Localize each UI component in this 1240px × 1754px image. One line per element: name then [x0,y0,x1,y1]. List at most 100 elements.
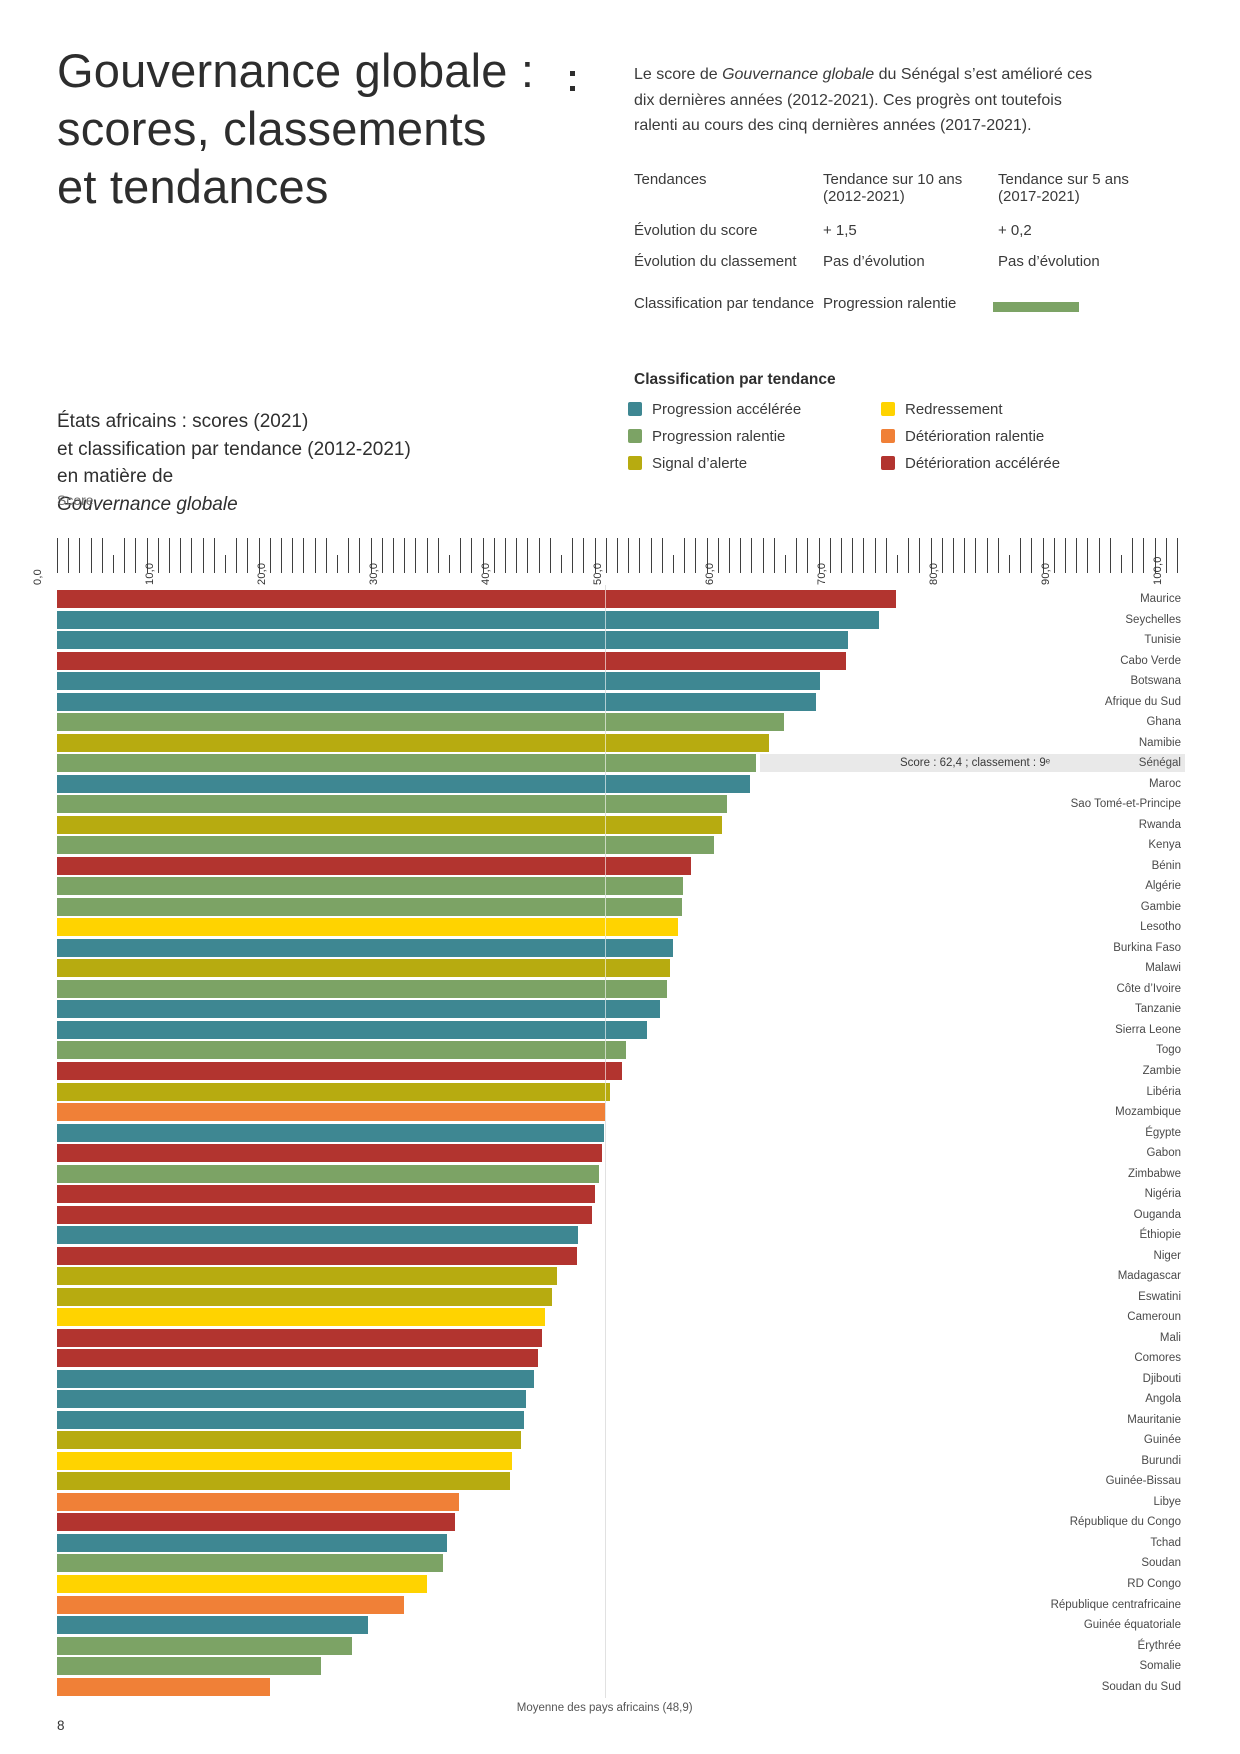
score-bar [57,1287,552,1306]
axis-tick [785,555,786,573]
trend-table-header-10y: Tendance sur 10 ans (2012-2021) [823,171,991,205]
highlight-score-note: Score : 62,4 ; classement : 9ᵉ [899,757,1050,770]
axis-tick [885,538,887,573]
axis-tick [549,538,551,573]
axis-tick [169,538,170,573]
axis-tick [68,538,70,573]
axis-tick [930,538,932,573]
score-bar [57,1226,578,1245]
country-label: Mozambique [1115,1106,1181,1118]
axis-tick [964,538,966,573]
axis-tick [897,555,898,573]
axis-tick [225,555,226,573]
country-label: Gabon [1146,1147,1181,1159]
score-bar [57,877,684,896]
country-label: Algérie [1145,880,1181,893]
score-bar [57,713,784,732]
country-label: Zambie [1142,1065,1181,1077]
country-label: Rwanda [1138,818,1181,831]
country-label: République du Congo [1069,1516,1181,1529]
axis-tick [1031,538,1033,573]
legend-title: Classification par tendance [634,371,836,388]
axis-tick [729,538,730,573]
country-label: Togo [1156,1044,1181,1057]
score-bar [57,692,817,711]
score-bar [57,1062,622,1080]
axis-tick [79,538,81,573]
axis-tick [1154,538,1156,573]
score-bar [57,959,670,978]
axis-tick [572,538,574,573]
axis-tick [393,538,394,573]
country-label: Maroc [1149,777,1181,790]
score-bar [57,1020,648,1039]
axis-tick [1121,555,1122,573]
trend-row-score-5y: + 0,2 [998,222,1032,239]
score-bar [57,1205,593,1224]
axis-tick [236,538,238,573]
country-label: Ouganda [1133,1208,1181,1221]
decorative-square-mark [570,71,575,76]
country-label: Tunisie [1144,634,1181,646]
trend-row-classification-value: Progression ralentie [823,295,957,312]
country-label: Afrique du Sud [1104,695,1181,708]
country-label: République centrafricaine [1050,1598,1181,1611]
country-label: Djibouti [1142,1372,1181,1385]
country-label: Zimbabwe [1127,1167,1181,1180]
country-label: Guinée [1143,1434,1181,1447]
legend-swatch-deterioration_ralentie [881,429,895,443]
page-title-line1: Gouvernance globale : [57,44,535,97]
axis-tick [1143,538,1145,573]
score-bar [57,1616,369,1634]
country-label: Lesotho [1140,921,1181,934]
axis-tick [717,538,719,573]
legend-label-progression_ralentie: Progression ralentie [652,428,786,445]
axis-tick [829,538,831,573]
score-bar [57,1431,521,1450]
legend-label-deterioration_ralentie: Détérioration ralentie [905,428,1045,445]
axis-tick [202,538,204,573]
trend-table-header-5y: Tendance sur 5 ans (2017-2021) [998,171,1178,205]
axis-tick [1177,538,1178,573]
country-label: Guinée-Bissau [1105,1475,1181,1488]
score-bar [57,1267,557,1286]
axis-tick [359,538,361,573]
axis-tick [314,538,316,573]
score-bar [57,1677,270,1696]
country-label: Somalie [1139,1660,1181,1672]
axis-tick [740,538,742,573]
axis-tick [135,538,137,573]
axis-tick [628,538,630,573]
country-label: Mauritanie [1127,1413,1181,1426]
score-bar [57,1144,603,1162]
score-bar [57,938,673,957]
axis-tick [852,538,854,573]
country-label: Burkina Faso [1113,941,1181,954]
score-bar [57,651,846,670]
axis-tick [482,538,484,573]
axis-tick-label: 50,0 [592,562,604,585]
axis-tick [1132,538,1134,573]
country-label: Éthiopie [1139,1229,1181,1242]
score-bar [57,897,682,916]
axis-tick [337,555,338,573]
intro-text: du Sénégal s’est amélioré ces dix derniè… [634,66,1093,134]
highlight-band [759,754,1185,773]
axis-tick [460,538,462,573]
axis-tick [997,538,999,573]
trend-row-score-10y: + 1,5 [823,222,857,239]
country-label: Cameroun [1127,1311,1181,1324]
score-bar [57,1185,595,1204]
country-label: Sao Tomé-et-Principe [1070,798,1181,811]
average-line-overlay [604,585,606,1698]
axis-tick [617,538,618,573]
score-bar [57,774,751,793]
average-line-label: Moyenne des pays africains (48,9) [516,1701,693,1714]
score-bar [57,610,880,629]
country-label: Comores [1134,1352,1181,1365]
axis-tick [292,538,294,573]
axis-tick [180,538,182,573]
axis-tick-label: 60,0 [704,562,716,585]
axis-tick [818,538,820,573]
